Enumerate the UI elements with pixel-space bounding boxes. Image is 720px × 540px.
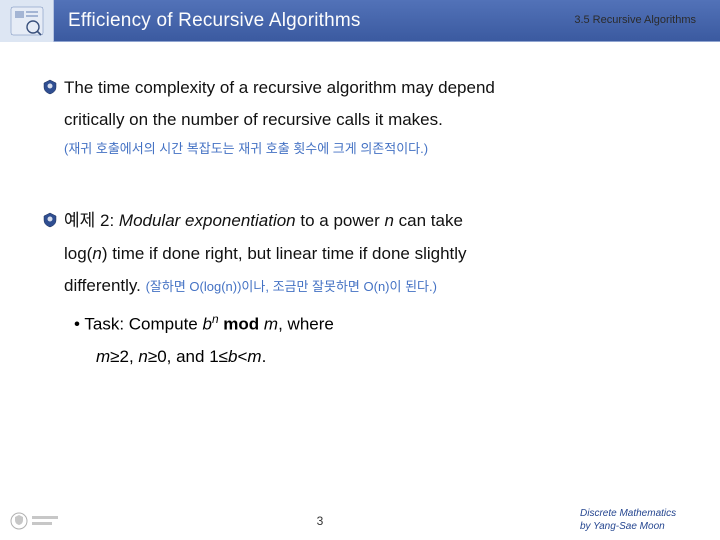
task-b: b xyxy=(202,315,211,334)
breadcrumb: 3.5 Recursive Algorithms xyxy=(574,14,696,26)
item2-pre: 예제 2: xyxy=(64,211,119,230)
title-corner-icon xyxy=(0,0,54,42)
item2-post1: to a power xyxy=(296,211,385,230)
task-line1: • Task: Compute bn mod m, where xyxy=(74,308,678,341)
t2-ge0: ≥0, and 1≤ xyxy=(148,347,228,366)
item2-post2: can take xyxy=(394,211,463,230)
footer-text-logo-icon xyxy=(32,514,58,528)
bullet-item-1: The time complexity of a recursive algor… xyxy=(42,72,678,159)
item2-line2a: log( xyxy=(64,244,92,263)
t2-ge2: ≥2, xyxy=(110,347,138,366)
task-comma: , where xyxy=(278,315,334,334)
item1-text-line2: critically on the number of recursive ca… xyxy=(64,104,678,136)
item2-korean-note: (잘하면 O(log(n))이나, 조금만 잘못하면 O(n)이 된다.) xyxy=(146,279,437,294)
t2-m: m xyxy=(96,347,110,366)
t2-le: < xyxy=(237,347,247,366)
task-bullet: • Task: Compute xyxy=(74,315,202,334)
bullet-item-2: 예제 2: Modular exponentiation to a power … xyxy=(42,205,678,373)
t2-m2: m xyxy=(247,347,261,366)
task-line2: m≥2, n≥0, and 1≤b<m. xyxy=(96,341,678,373)
footer-credit: Discrete Mathematics by Yang-Sae Moon xyxy=(580,508,720,533)
item1-korean-note: (재귀 호출에서의 시간 복잡도는 재귀 호출 횟수에 크게 의존적이다.) xyxy=(64,139,678,160)
footer-crest-icon xyxy=(10,512,28,530)
footer-logo xyxy=(0,512,60,530)
task-mod: mod xyxy=(219,315,264,334)
task-sup: n xyxy=(212,312,219,326)
t2-n: n xyxy=(138,347,147,366)
task-m: m xyxy=(264,315,278,334)
footer: 3 Discrete Mathematics by Yang-Sae Moon xyxy=(0,500,720,540)
item1-text-line1: The time complexity of a recursive algor… xyxy=(64,78,495,97)
item2-line3: differently. xyxy=(64,276,146,295)
uni-crest-icon xyxy=(42,74,58,90)
footer-credit-line1: Discrete Mathematics xyxy=(580,508,710,521)
uni-crest-icon xyxy=(42,207,58,223)
item2-emph: Modular exponentiation xyxy=(119,211,296,230)
item2-line2-n: n xyxy=(92,244,101,263)
item2-line2b: ) time if done right, but linear time if… xyxy=(102,244,467,263)
page-number: 3 xyxy=(60,514,580,528)
t2-dot: . xyxy=(262,347,267,366)
footer-credit-line2: by Yang-Sae Moon xyxy=(580,521,710,534)
slide-content: The time complexity of a recursive algor… xyxy=(42,72,678,394)
page-title: Efficiency of Recursive Algorithms xyxy=(54,10,361,32)
item2-n: n xyxy=(384,211,393,230)
